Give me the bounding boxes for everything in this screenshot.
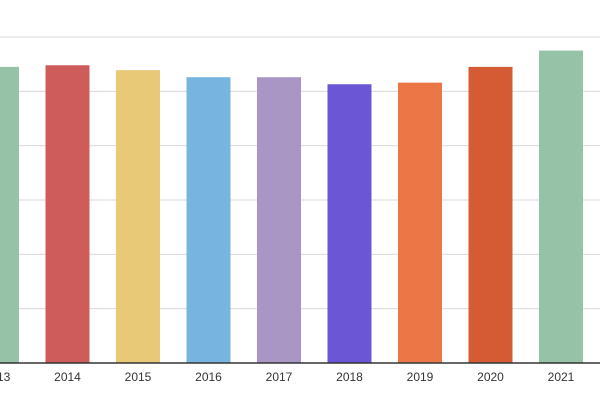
x-tick-label: 2014 xyxy=(54,370,81,384)
x-tick-label: 2020 xyxy=(477,370,504,384)
x-tick-label: 2015 xyxy=(125,370,152,384)
bars xyxy=(0,50,583,364)
bar-2015 xyxy=(116,70,160,363)
x-tick-label: 2016 xyxy=(195,370,222,384)
bar-2021 xyxy=(539,50,583,363)
x-tick-label: 2017 xyxy=(266,370,293,384)
x-tick-label: 2018 xyxy=(336,370,363,384)
bar-2019 xyxy=(398,82,442,363)
bar-2017 xyxy=(257,77,301,363)
bar-2020 xyxy=(468,66,513,363)
x-tick-label: 2013 xyxy=(0,370,11,384)
x-tick-labels: 2013 2014 2015 2016 2017 2018 2019 2020 2021 xyxy=(0,370,575,384)
bar-2014 xyxy=(45,65,90,364)
x-tick-label: 2019 xyxy=(407,370,434,384)
bar-2013 xyxy=(0,66,19,363)
bar-2018 xyxy=(327,84,372,364)
x-tick-label: 2021 xyxy=(548,370,575,384)
bar-2016 xyxy=(186,77,231,363)
